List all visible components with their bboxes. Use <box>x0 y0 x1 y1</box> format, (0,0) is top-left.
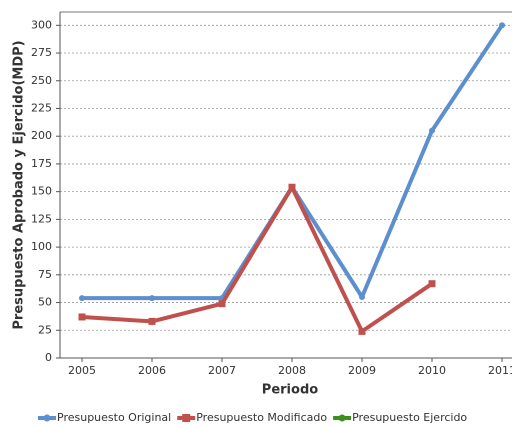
x-tick-label: 2010 <box>418 364 446 377</box>
legend-label: Presupuesto Modificado <box>196 411 327 424</box>
y-tick-label: 75 <box>38 268 52 281</box>
y-tick-label: 225 <box>31 101 52 114</box>
y-tick-label: 275 <box>31 46 52 59</box>
y-tick-label: 200 <box>31 129 52 142</box>
series-line <box>81 185 434 334</box>
y-tick-label: 175 <box>31 157 52 170</box>
x-tick-label: 2007 <box>208 364 236 377</box>
point <box>79 295 85 302</box>
legend-marker <box>338 414 346 422</box>
x-tick-label: 2006 <box>138 364 166 377</box>
legend-label: Presupuesto Ejercido <box>352 411 467 424</box>
legend-marker <box>182 414 191 422</box>
y-tick-label: 250 <box>31 74 52 87</box>
point <box>218 300 226 308</box>
point <box>149 295 155 302</box>
y-tick-label: 25 <box>38 323 52 336</box>
y-tick-label: 300 <box>31 18 52 31</box>
y-axis-title: Presupuesto Aprobado y Ejercido(MDP) <box>12 40 27 329</box>
y-tick-label: 100 <box>31 240 52 253</box>
point <box>148 317 156 325</box>
y-tick-label: 50 <box>38 296 52 309</box>
point <box>499 22 505 29</box>
x-tick-label: 2009 <box>348 364 376 377</box>
y-tick-label: 0 <box>45 351 52 364</box>
series-line <box>82 24 504 301</box>
x-tick-label: 2011 <box>488 364 512 377</box>
x-tick-label: 2005 <box>68 364 96 377</box>
x-axis-title: Periodo <box>262 383 318 398</box>
y-tick-label: 125 <box>31 212 52 225</box>
point <box>288 183 296 191</box>
x-tick-label: 2008 <box>278 364 306 377</box>
point <box>78 313 86 321</box>
point <box>428 280 436 288</box>
legend-label: Presupuesto Original <box>57 411 171 424</box>
legend-marker <box>43 414 51 422</box>
y-tick-label: 150 <box>31 185 52 198</box>
point <box>358 327 366 335</box>
point <box>359 294 365 301</box>
point <box>429 127 435 134</box>
